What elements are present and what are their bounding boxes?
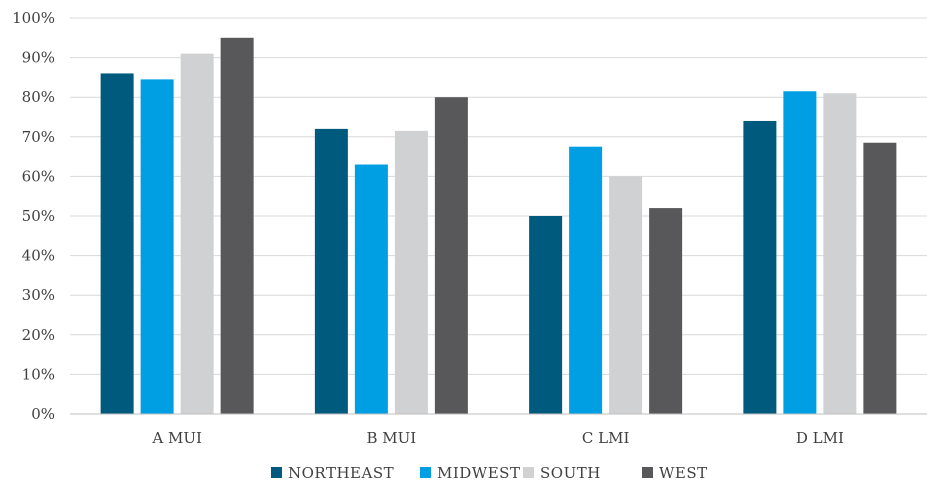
bar-northeast-c-lmi <box>529 216 563 414</box>
bar-midwest-a-mui <box>140 79 174 414</box>
bar-northeast-b-mui <box>314 128 348 414</box>
bar-south-c-lmi <box>609 176 643 414</box>
bar-midwest-d-lmi <box>783 91 817 414</box>
legend-swatch-northeast <box>271 467 282 478</box>
bar-west-a-mui <box>220 37 254 415</box>
y-tick-label: 60% <box>22 167 55 185</box>
y-tick-label: 40% <box>22 247 55 265</box>
bar-south-d-lmi <box>823 93 857 415</box>
x-category-label: B MUI <box>367 429 417 447</box>
y-tick-label: 100% <box>12 9 55 27</box>
y-tick-label: 70% <box>22 128 55 146</box>
bar-west-b-mui <box>434 97 468 414</box>
y-tick-label: 20% <box>22 326 55 344</box>
bar-northeast-d-lmi <box>743 120 777 415</box>
bar-midwest-b-mui <box>354 164 388 414</box>
bar-northeast-a-mui <box>100 73 134 414</box>
y-tick-label: 80% <box>22 88 55 106</box>
legend-swatch-south <box>523 467 534 478</box>
legend-swatch-midwest <box>420 467 431 478</box>
y-axis-ticks: 0% 10% 20% 30% 40% 50% 60% 70% 80% 90% 100% <box>12 9 55 423</box>
legend: NORTHEAST MIDWEST SOUTH WEST <box>271 464 708 482</box>
bar-west-c-lmi <box>649 208 683 414</box>
legend-label-west: WEST <box>659 464 708 482</box>
x-category-label: A MUI <box>151 429 202 447</box>
bar-midwest-c-lmi <box>569 146 603 414</box>
bar-south-b-mui <box>394 130 428 415</box>
y-tick-label: 0% <box>31 405 55 423</box>
x-category-label: C LMI <box>582 429 630 447</box>
y-tick-label: 90% <box>22 49 55 67</box>
legend-label-midwest: MIDWEST <box>437 464 520 482</box>
y-tick-label: 30% <box>22 286 55 304</box>
legend-label-south: SOUTH <box>540 464 601 482</box>
y-tick-label: 50% <box>22 207 55 225</box>
legend-swatch-west <box>642 467 653 478</box>
y-tick-label: 10% <box>22 365 55 383</box>
x-category-label: D LMI <box>796 429 844 447</box>
bar-south-a-mui <box>180 53 214 414</box>
bar-west-d-lmi <box>863 142 897 415</box>
bars <box>100 37 897 415</box>
x-axis-categories: A MUI B MUI C LMI D LMI <box>151 429 844 447</box>
legend-label-northeast: NORTHEAST <box>288 464 394 482</box>
